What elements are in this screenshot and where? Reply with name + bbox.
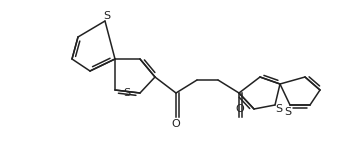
Text: O: O: [236, 104, 244, 114]
Text: S: S: [123, 88, 131, 98]
Text: S: S: [103, 11, 110, 21]
Text: S: S: [276, 104, 283, 114]
Text: O: O: [172, 119, 180, 129]
Text: S: S: [284, 107, 292, 117]
